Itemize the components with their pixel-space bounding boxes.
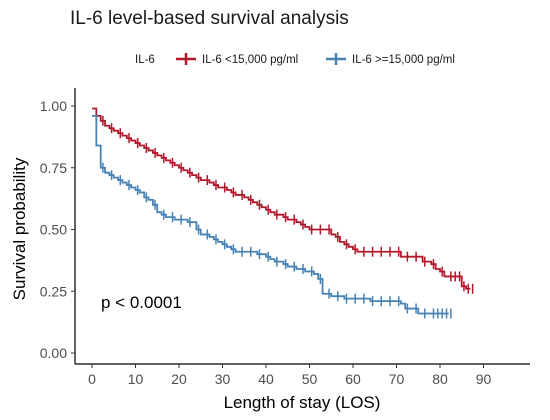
legend: IL-6 IL-6 <15,000 pg/ml IL-6 >=15,000 pg… [135,53,455,66]
x-tick-label: 30 [215,371,231,387]
x-tick-label: 90 [476,371,492,387]
x-tick-label: 40 [258,371,274,387]
y-axis-title: Survival probability [10,157,29,300]
legend-title: IL-6 [135,54,155,66]
p-value-annotation: p < 0.0001 [101,293,182,312]
x-tick-label: 60 [345,371,361,387]
y-tick-label: 0.75 [40,160,67,176]
legend-label-low: IL-6 <15,000 pg/ml [202,54,298,66]
x-tick-label: 50 [302,371,318,387]
chart-title: IL-6 level-based survival analysis [70,8,349,29]
x-tick-label: 10 [128,371,144,387]
x-tick-label: 0 [88,371,96,387]
y-tick-label: 0.25 [40,283,67,299]
survival-step-line [92,114,449,315]
y-tick-label: 0.50 [40,222,67,238]
y-ticks: 0.00 0.25 0.50 0.75 1.00 [40,98,75,361]
x-ticks: 0 10 20 30 40 50 60 70 80 90 [88,364,491,387]
y-tick-label: 1.00 [40,98,67,114]
legend-label-high: IL-6 >=15,000 pg/ml [352,54,455,66]
survival-curves [92,107,474,319]
series-il6-low [92,107,474,294]
x-axis-title: Length of stay (LOS) [224,393,381,412]
x-tick-label: 20 [171,371,187,387]
x-tick-label: 80 [432,371,448,387]
x-tick-label: 70 [389,371,405,387]
y-tick-label: 0.00 [40,345,67,361]
series-il6-high [92,114,452,319]
